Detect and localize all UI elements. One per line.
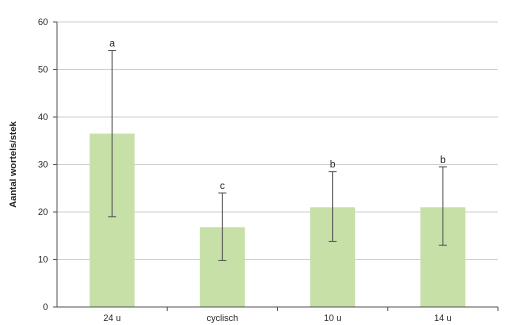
y-tick-label: 20 xyxy=(38,207,48,217)
x-tick-label: 14 u xyxy=(434,313,452,323)
y-tick-label: 50 xyxy=(38,65,48,75)
significance-label: b xyxy=(440,155,446,166)
y-tick-labels: 0 10 20 30 40 50 60 xyxy=(38,17,48,312)
x-tick-label: cyclisch xyxy=(207,313,239,323)
y-tick-label: 10 xyxy=(38,255,48,265)
error-bars xyxy=(108,50,447,261)
x-tick-labels: 24 u cyclisch 10 u 14 u xyxy=(103,313,451,323)
y-axis-label: Aantal wortels/stek xyxy=(8,120,19,207)
x-tick-label: 10 u xyxy=(324,313,342,323)
significance-label: a xyxy=(109,39,115,50)
y-tick-label: 60 xyxy=(38,17,48,27)
significance-label: c xyxy=(220,181,225,192)
x-tick-label: 24 u xyxy=(103,313,121,323)
axes xyxy=(56,22,498,308)
y-tick-label: 0 xyxy=(43,302,48,312)
y-tick-label: 40 xyxy=(38,112,48,122)
y-tick-label: 30 xyxy=(38,160,48,170)
significance-labels: a c b b xyxy=(109,39,446,193)
significance-label: b xyxy=(330,160,336,171)
bars xyxy=(89,133,466,307)
